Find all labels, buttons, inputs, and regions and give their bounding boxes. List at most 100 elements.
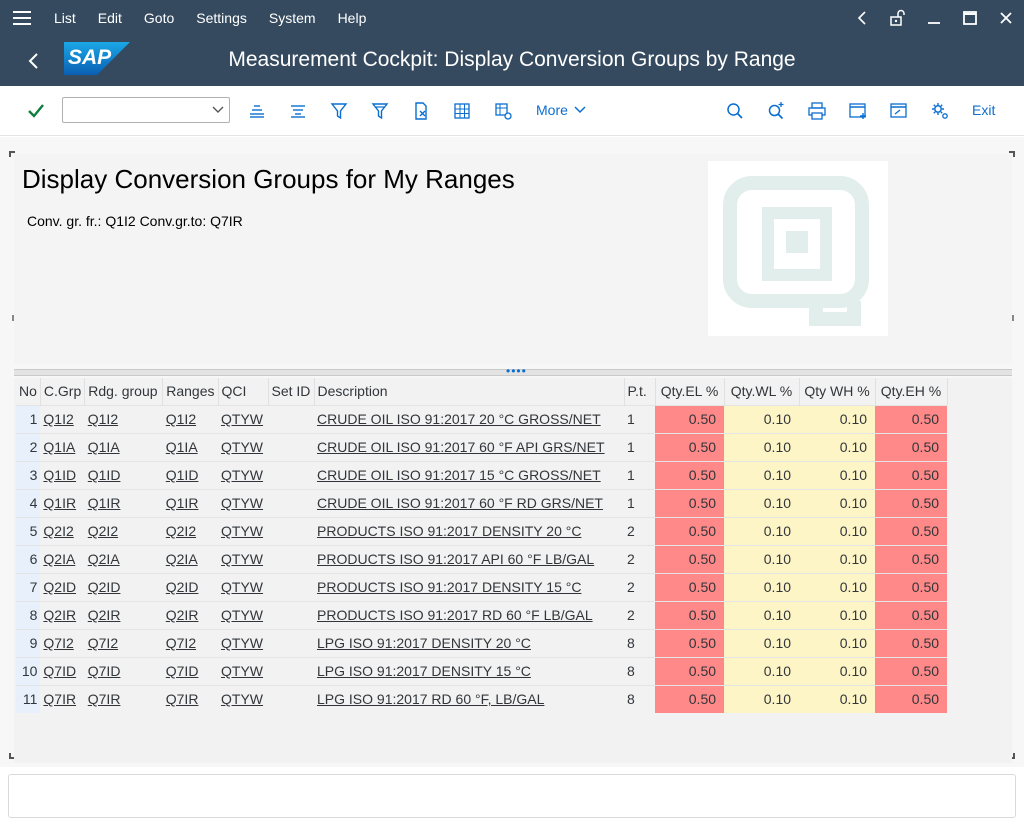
cell-ranges[interactable]: Q2IR (162, 600, 219, 629)
cell-conversion-group[interactable]: Q2I2 (40, 516, 85, 545)
cell-qci[interactable]: QTYW (218, 600, 269, 629)
col-description[interactable]: Description (314, 378, 625, 405)
cell-qci[interactable]: QTYW (218, 684, 269, 713)
table-row[interactable]: 4 Q1IR Q1IR Q1IR QTYW CRUDE OIL ISO 91:2017 6… (16, 488, 948, 517)
cell-description[interactable]: CRUDE OIL ISO 91:2017 20 °C GROSS/NET (314, 404, 625, 433)
hamburger-menu-icon[interactable] (0, 0, 44, 35)
cell-conversion-group[interactable]: Q1IR (40, 488, 85, 517)
splitter-handle[interactable]: •••• (14, 364, 1012, 378)
cell-ranges[interactable]: Q1IA (162, 432, 219, 461)
cell-ranges[interactable]: Q1ID (162, 460, 219, 489)
cell-description[interactable]: CRUDE OIL ISO 91:2017 60 °F RD GRS/NET (314, 488, 625, 517)
cell-qci[interactable]: QTYW (218, 628, 269, 657)
cell-reading-group[interactable]: Q2ID (84, 572, 163, 601)
spreadsheet-icon[interactable] (451, 100, 473, 122)
cell-ranges[interactable]: Q7ID (162, 656, 219, 685)
cell-reading-group[interactable]: Q2I2 (84, 516, 163, 545)
cell-qci[interactable]: QTYW (218, 516, 269, 545)
menu-settings[interactable]: Settings (196, 9, 247, 26)
minimize-icon[interactable] (916, 0, 952, 35)
menu-edit[interactable]: Edit (97, 9, 122, 26)
col-qty-wh[interactable]: Qty WH % (799, 378, 876, 405)
splitter-grip-icon[interactable]: •••• (506, 364, 527, 378)
table-row[interactable]: 10 Q7ID Q7ID Q7ID QTYW LPG ISO 91:2017 DENSIT… (16, 656, 948, 685)
cell-reading-group[interactable]: Q7I2 (84, 628, 163, 657)
table-row[interactable]: 5 Q2I2 Q2I2 Q2I2 QTYW PRODUCTS ISO 91:2017 DE… (16, 516, 948, 545)
table-row[interactable]: 9 Q7I2 Q7I2 Q7I2 QTYW LPG ISO 91:2017 DENSITY… (16, 628, 948, 657)
cell-conversion-group[interactable]: Q2IR (40, 600, 85, 629)
col-qty-el[interactable]: Qty.EL % (655, 378, 725, 405)
close-icon[interactable] (988, 0, 1024, 35)
menu-list[interactable]: List (54, 9, 76, 26)
chevron-down-icon[interactable] (211, 102, 225, 121)
cell-conversion-group[interactable]: Q2IA (40, 544, 85, 573)
exit-button[interactable]: Exit (972, 102, 996, 118)
search-next-icon[interactable] (765, 100, 787, 122)
table-row[interactable]: 11 Q7IR Q7IR Q7IR QTYW LPG ISO 91:2017 RD 60 … (16, 684, 948, 713)
cell-ranges[interactable]: Q2IA (162, 544, 219, 573)
cell-ranges[interactable]: Q1IR (162, 488, 219, 517)
col-rdg-group[interactable]: Rdg. group (84, 378, 164, 405)
cell-conversion-group[interactable]: Q1IA (40, 432, 85, 461)
col-qty-wl[interactable]: Qty.WL % (724, 378, 800, 405)
print-icon[interactable] (806, 100, 828, 122)
create-session-icon[interactable] (847, 100, 869, 122)
table-row[interactable]: 2 Q1IA Q1IA Q1IA QTYW CRUDE OIL ISO 91:2017 6… (16, 432, 948, 461)
cell-conversion-group[interactable]: Q2ID (40, 572, 85, 601)
cell-conversion-group[interactable]: Q7IR (40, 684, 85, 713)
enter-check-icon[interactable] (25, 100, 47, 122)
cell-conversion-group[interactable]: Q7ID (40, 656, 85, 685)
generate-shortcut-icon[interactable] (888, 100, 910, 122)
unlock-icon[interactable] (880, 0, 916, 35)
cell-reading-group[interactable]: Q1ID (84, 460, 163, 489)
gear-icon[interactable] (929, 100, 951, 122)
cell-qci[interactable]: QTYW (218, 572, 269, 601)
cell-description[interactable]: CRUDE OIL ISO 91:2017 60 °F API GRS/NET (314, 432, 625, 461)
cell-description[interactable]: PRODUCTS ISO 91:2017 API 60 °F LB/GAL (314, 544, 625, 573)
menu-help[interactable]: Help (337, 9, 367, 26)
cell-reading-group[interactable]: Q1IR (84, 488, 163, 517)
cell-conversion-group[interactable]: Q7I2 (40, 628, 85, 657)
cell-conversion-group[interactable]: Q1ID (40, 460, 85, 489)
cell-ranges[interactable]: Q2I2 (162, 516, 219, 545)
cell-reading-group[interactable]: Q2IA (84, 544, 163, 573)
cell-ranges[interactable]: Q2ID (162, 572, 219, 601)
table-row[interactable]: 8 Q2IR Q2IR Q2IR QTYW PRODUCTS ISO 91:2017 RD… (16, 600, 948, 629)
col-qty-eh[interactable]: Qty.EH % (875, 378, 948, 405)
filter-settings-icon[interactable] (369, 100, 391, 122)
table-row[interactable]: 1 Q1I2 Q1I2 Q1I2 QTYW CRUDE OIL ISO 91:2017 2… (16, 404, 948, 433)
delete-filter-icon[interactable] (410, 100, 432, 122)
table-row[interactable]: 6 Q2IA Q2IA Q2IA QTYW PRODUCTS ISO 91:2017 AP… (16, 544, 948, 573)
cell-conversion-group[interactable]: Q1I2 (40, 404, 85, 433)
cell-qci[interactable]: QTYW (218, 404, 269, 433)
layout-settings-icon[interactable] (492, 100, 514, 122)
sort-ascending-icon[interactable] (246, 100, 268, 122)
cell-qci[interactable]: QTYW (218, 488, 269, 517)
cell-qci[interactable]: QTYW (218, 544, 269, 573)
cell-reading-group[interactable]: Q1IA (84, 432, 163, 461)
table-row[interactable]: 3 Q1ID Q1ID Q1ID QTYW CRUDE OIL ISO 91:2017 1… (16, 460, 948, 489)
search-icon[interactable] (724, 100, 746, 122)
menu-goto[interactable]: Goto (143, 9, 175, 26)
cell-description[interactable]: PRODUCTS ISO 91:2017 DENSITY 20 °C (314, 516, 625, 545)
cell-description[interactable]: PRODUCTS ISO 91:2017 RD 60 °F LB/GAL (314, 600, 625, 629)
back-arrow-icon[interactable] (20, 48, 46, 74)
cell-description[interactable]: LPG ISO 91:2017 DENSITY 20 °C (314, 628, 625, 657)
collapse-left-icon[interactable] (844, 0, 880, 35)
cell-description[interactable]: PRODUCTS ISO 91:2017 DENSITY 15 °C (314, 572, 625, 601)
cell-reading-group[interactable]: Q7IR (84, 684, 163, 713)
cell-description[interactable]: CRUDE OIL ISO 91:2017 15 °C GROSS/NET (314, 460, 625, 489)
cell-ranges[interactable]: Q1I2 (162, 404, 219, 433)
more-button[interactable]: More (536, 102, 587, 118)
col-qci[interactable]: QCI (218, 378, 269, 405)
col-no[interactable]: No (16, 378, 41, 405)
cell-reading-group[interactable]: Q1I2 (84, 404, 163, 433)
cell-qci[interactable]: QTYW (218, 460, 269, 489)
maximize-icon[interactable] (952, 0, 988, 35)
cell-reading-group[interactable]: Q7ID (84, 656, 163, 685)
col-cgrp[interactable]: C.Grp (40, 378, 86, 405)
cell-qci[interactable]: QTYW (218, 656, 269, 685)
col-set-id[interactable]: Set ID (268, 378, 315, 405)
cell-description[interactable]: LPG ISO 91:2017 DENSITY 15 °C (314, 656, 625, 685)
cell-qci[interactable]: QTYW (218, 432, 269, 461)
